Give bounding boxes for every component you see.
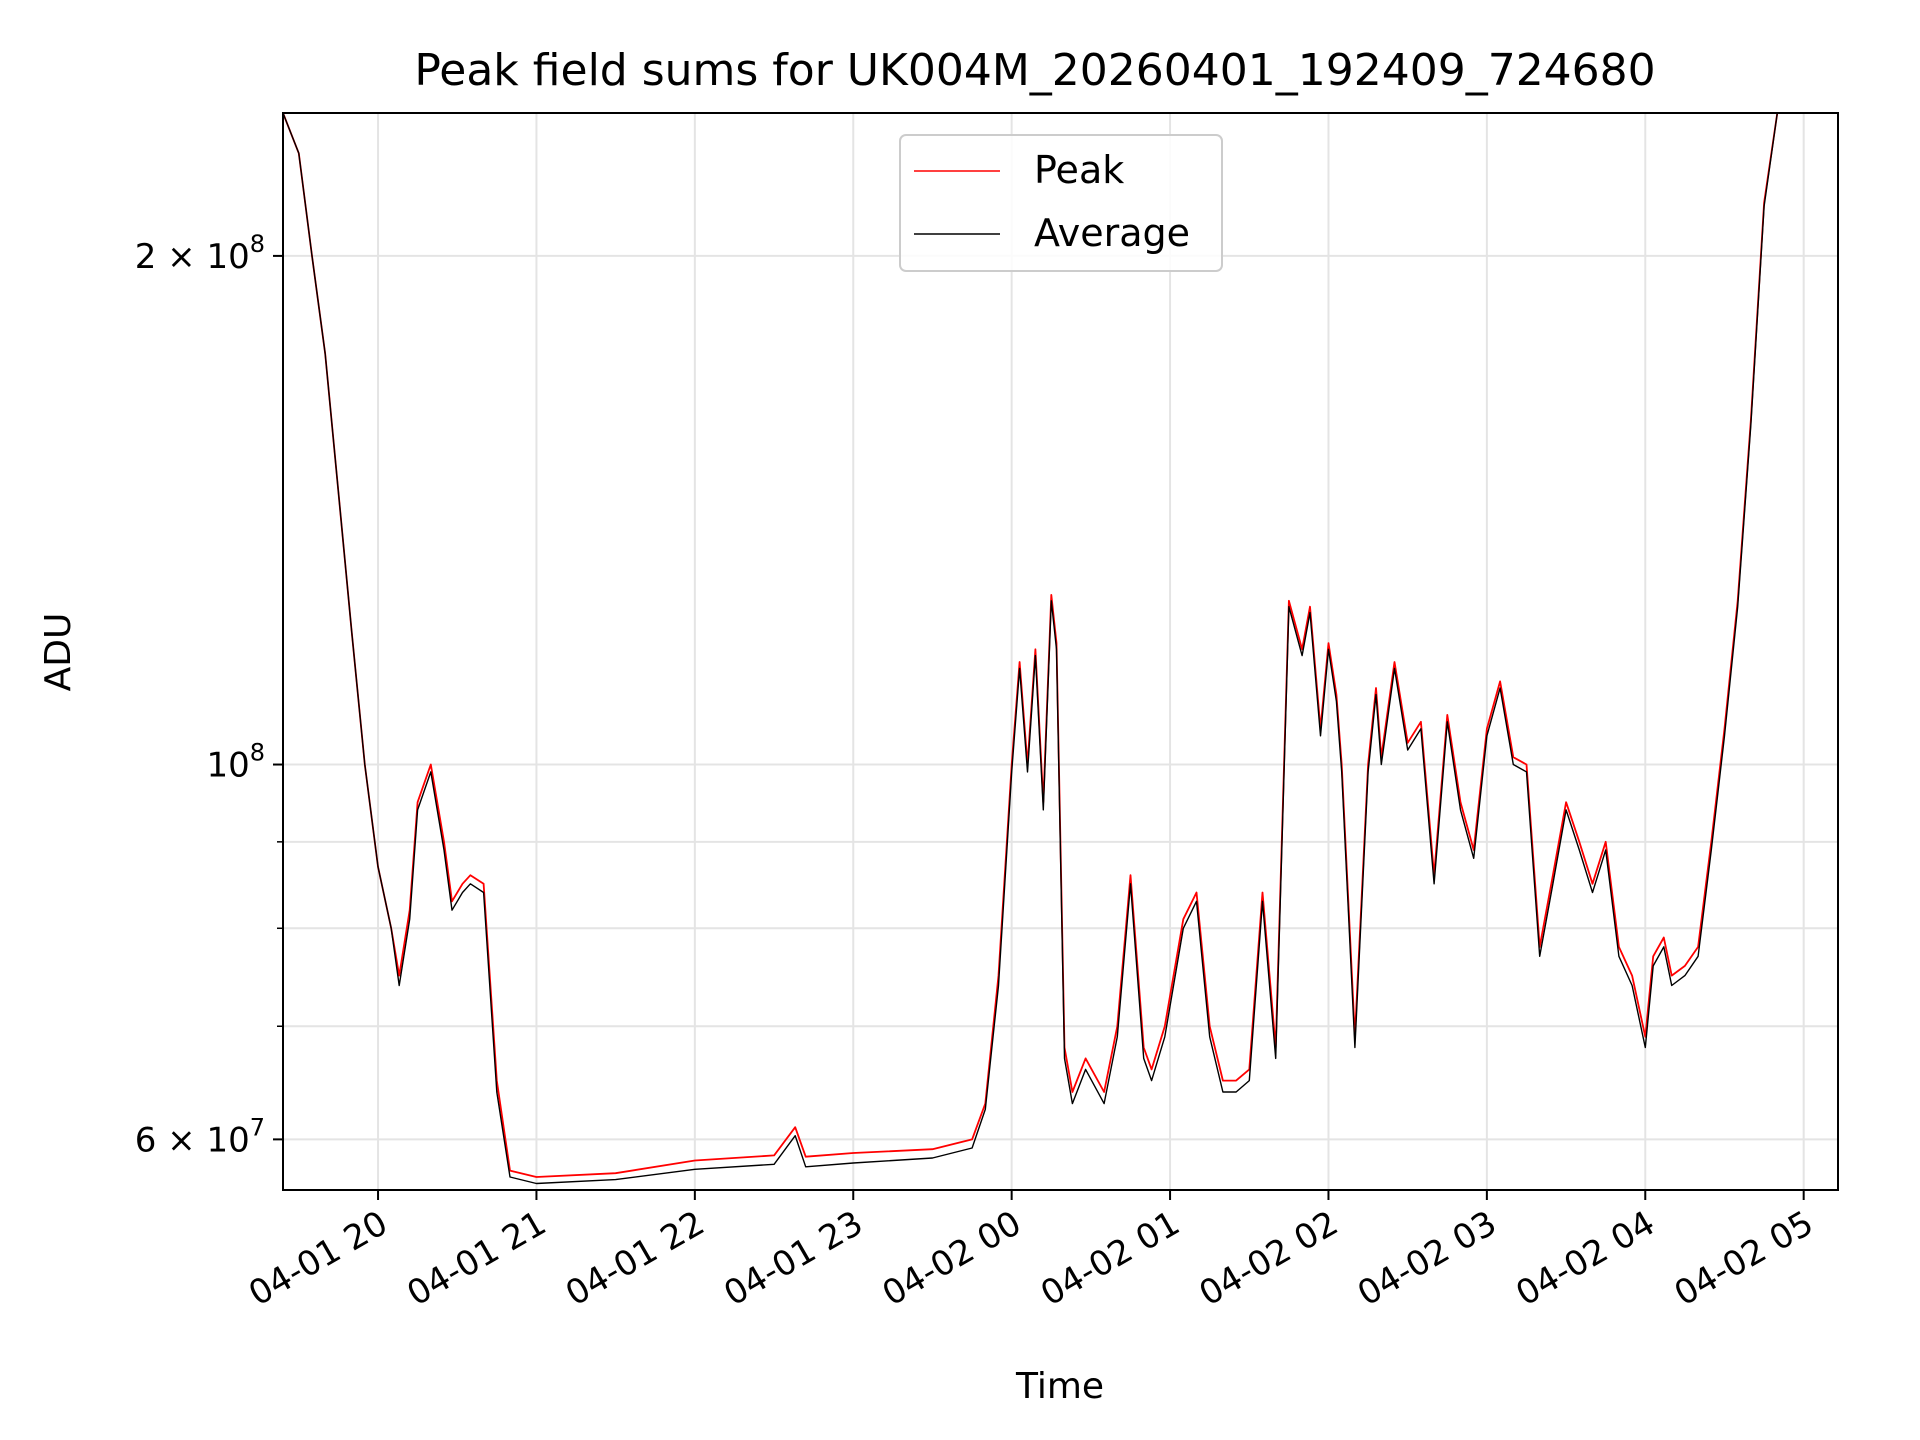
y-tick-label-base: 10 [206, 746, 249, 786]
plot-frame [282, 112, 1839, 1191]
y-tick-label-exponent: 8 [250, 230, 265, 258]
chart-title: Peak field sums for UK004M_20260401_1924… [414, 45, 1655, 96]
legend-average-label: Average [1034, 211, 1190, 255]
legend-box [899, 134, 1223, 272]
series-line-peak [282, 112, 1838, 1178]
y-tick-label-exponent: 7 [250, 1113, 265, 1141]
y-tick-label-exponent: 8 [250, 739, 265, 767]
y-tick-label: 2 × 108 [135, 230, 265, 277]
series-lines [282, 112, 1838, 1185]
legend: Peak Average [899, 134, 1223, 272]
y-axis-label: ADU [38, 613, 79, 692]
legend-peak-label: Peak [1034, 148, 1124, 192]
y-tick-label-base: 6 × 10 [135, 1120, 250, 1160]
y-tick-label-base: 2 × 10 [135, 237, 250, 277]
x-axis-label: Time [1015, 1366, 1104, 1407]
y-tick-label: 6 × 107 [135, 1113, 265, 1160]
y-tick-label: 108 [206, 739, 265, 786]
series-line-average [282, 112, 1838, 1185]
